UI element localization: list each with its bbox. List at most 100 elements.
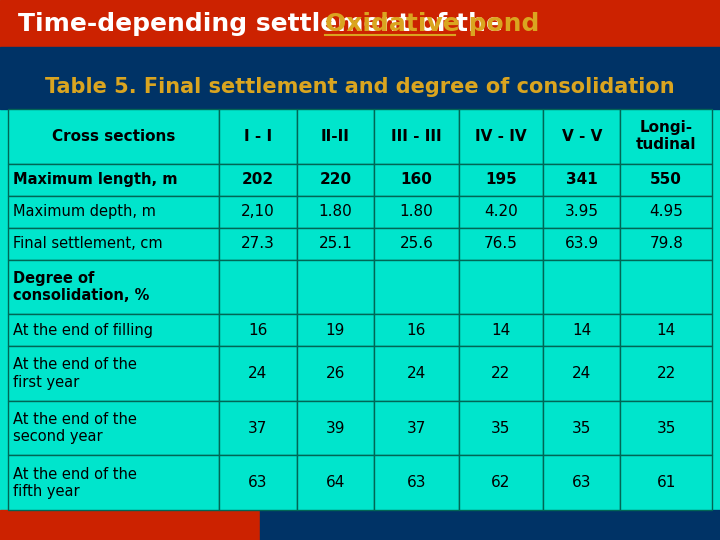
Text: 14: 14 (572, 323, 591, 338)
Bar (219, 164, 297, 195)
Bar (543, 260, 621, 314)
Text: 63: 63 (572, 475, 592, 490)
Text: Maximum length, m: Maximum length, m (13, 172, 178, 187)
Bar (297, 195, 374, 228)
Bar (374, 195, 459, 228)
Text: 16: 16 (248, 323, 268, 338)
Bar (459, 346, 543, 401)
Text: 3.95: 3.95 (564, 204, 599, 219)
Text: 62: 62 (491, 475, 510, 490)
Bar (260, 510, 720, 540)
Bar (8, 228, 219, 260)
Bar (8, 314, 219, 346)
Bar (219, 228, 297, 260)
Text: At the end of the
second year: At the end of the second year (13, 412, 137, 444)
Text: I - I: I - I (244, 129, 272, 144)
Text: 61: 61 (657, 475, 676, 490)
Text: 1.80: 1.80 (318, 204, 352, 219)
Bar (459, 314, 543, 346)
Bar (219, 346, 297, 401)
Text: 25.1: 25.1 (318, 236, 352, 251)
Text: V - V: V - V (562, 129, 602, 144)
Text: Maximum depth, m: Maximum depth, m (13, 204, 156, 219)
Bar (543, 109, 621, 164)
Text: 35: 35 (657, 421, 676, 436)
Text: 14: 14 (657, 323, 676, 338)
Bar (621, 164, 712, 195)
Text: 35: 35 (491, 421, 510, 436)
Bar (297, 346, 374, 401)
Bar (543, 314, 621, 346)
Bar (374, 314, 459, 346)
Text: 64: 64 (325, 475, 345, 490)
Bar (621, 260, 712, 314)
Bar (0, 65, 720, 109)
Bar (459, 228, 543, 260)
Bar (297, 260, 374, 314)
Bar (297, 109, 374, 164)
Bar (8, 346, 219, 401)
Text: Table 5. Final settlement and degree of consolidation: Table 5. Final settlement and degree of … (45, 77, 675, 97)
Bar (543, 228, 621, 260)
Text: 25.6: 25.6 (400, 236, 433, 251)
Bar (543, 346, 621, 401)
Bar (543, 401, 621, 455)
Bar (8, 164, 219, 195)
Bar (0, 510, 260, 540)
Text: 63: 63 (407, 475, 426, 490)
Text: III - III: III - III (391, 129, 441, 144)
Bar (459, 109, 543, 164)
Text: 2,10: 2,10 (241, 204, 275, 219)
Bar (374, 346, 459, 401)
Text: IV - IV: IV - IV (475, 129, 526, 144)
Bar (8, 109, 219, 164)
Bar (543, 195, 621, 228)
Bar (0, 0, 720, 47)
Text: 35: 35 (572, 421, 591, 436)
Text: 16: 16 (407, 323, 426, 338)
Text: 26: 26 (325, 366, 345, 381)
Text: Longi-
tudinal: Longi- tudinal (636, 120, 696, 152)
Text: 14: 14 (491, 323, 510, 338)
Bar (459, 260, 543, 314)
Bar (374, 109, 459, 164)
Text: 550: 550 (650, 172, 682, 187)
Text: 22: 22 (657, 366, 676, 381)
Bar (459, 164, 543, 195)
Bar (374, 260, 459, 314)
Text: 63.9: 63.9 (564, 236, 599, 251)
Text: 24: 24 (407, 366, 426, 381)
Bar (621, 195, 712, 228)
Bar (459, 455, 543, 510)
Bar (621, 228, 712, 260)
Bar (8, 455, 219, 510)
Text: 341: 341 (566, 172, 598, 187)
Text: 76.5: 76.5 (484, 236, 518, 251)
Text: 22: 22 (491, 366, 510, 381)
Bar (621, 314, 712, 346)
Bar (8, 401, 219, 455)
Bar (374, 455, 459, 510)
Bar (459, 401, 543, 455)
Text: 220: 220 (319, 172, 351, 187)
Text: Cross sections: Cross sections (52, 129, 175, 144)
Text: 37: 37 (248, 421, 268, 436)
Bar (8, 260, 219, 314)
Text: 39: 39 (325, 421, 345, 436)
Text: 4.95: 4.95 (649, 204, 683, 219)
Text: 27.3: 27.3 (241, 236, 275, 251)
Bar (8, 195, 219, 228)
Bar (219, 109, 297, 164)
Text: Oxidative pond: Oxidative pond (325, 11, 539, 36)
Text: 24: 24 (248, 366, 268, 381)
Text: At the end of filling: At the end of filling (13, 323, 153, 338)
Text: Final settlement, cm: Final settlement, cm (13, 236, 163, 251)
Bar (621, 455, 712, 510)
Bar (297, 314, 374, 346)
Bar (0, 47, 720, 65)
Text: 24: 24 (572, 366, 591, 381)
Text: II-II: II-II (321, 129, 350, 144)
Bar (621, 109, 712, 164)
Bar (621, 346, 712, 401)
Text: At the end of the
fifth year: At the end of the fifth year (13, 467, 137, 499)
